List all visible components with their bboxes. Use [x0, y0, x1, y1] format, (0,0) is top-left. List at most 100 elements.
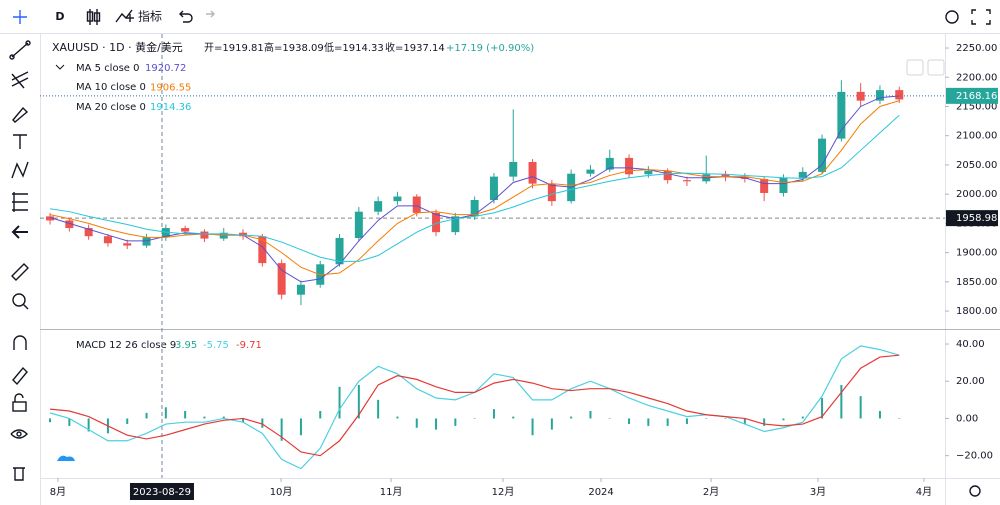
legend-name: MA 5 close 0	[76, 63, 140, 74]
macd-histogram	[647, 418, 650, 426]
x-tick-label: 2024	[588, 487, 613, 498]
price-label-bg	[946, 87, 998, 104]
candle-body	[663, 170, 672, 181]
candle-body	[258, 236, 267, 264]
candle-body	[219, 232, 228, 239]
chart-type-button[interactable]	[86, 9, 101, 25]
macd-histogram	[705, 418, 708, 419]
macd-histogram	[280, 418, 283, 441]
legend-value: -9.71	[236, 340, 262, 351]
y-tick-label: 2200.00	[956, 72, 997, 83]
candle-body	[798, 171, 807, 178]
candle-body	[46, 216, 55, 221]
fullscreen[interactable]	[971, 9, 991, 25]
legend-value: 1920.72	[145, 63, 186, 74]
macd-histogram	[164, 407, 167, 419]
pane-maximize[interactable]	[927, 59, 945, 76]
candle-body	[895, 90, 904, 100]
macd-histogram	[801, 416, 804, 419]
candle-body	[586, 169, 595, 174]
x-tick-label: 8月	[50, 486, 66, 498]
x-tick-label: 11月	[380, 486, 403, 498]
ohlc-close: 收=1937.14	[385, 41, 445, 54]
y-tick-label: 1800.00	[956, 306, 997, 317]
macd-histogram	[550, 418, 553, 430]
candle-body	[605, 157, 614, 170]
candle-body	[489, 176, 498, 200]
indicators-button[interactable]: 指标	[115, 9, 162, 24]
candle-body	[432, 212, 441, 233]
macd-histogram	[628, 418, 631, 425]
crosshair-label-bg	[129, 483, 194, 500]
y-tick-label: −20.00	[956, 451, 993, 462]
candle-body	[451, 216, 460, 233]
candle-body	[123, 243, 132, 246]
pane-down[interactable]	[906, 59, 924, 76]
candle-body	[239, 232, 248, 237]
candle-body	[412, 196, 421, 213]
indicators-label[interactable]: 指标	[138, 9, 162, 24]
macd-histogram	[898, 418, 901, 419]
macd-histogram	[49, 418, 52, 423]
logo	[57, 455, 75, 461]
candle-body	[470, 199, 479, 217]
candle-body	[625, 157, 634, 175]
macd-histogram	[821, 397, 824, 419]
candle-body	[837, 91, 846, 139]
y-tick-label: 2100.00	[956, 131, 997, 142]
candle-body	[856, 91, 865, 101]
macd-histogram	[859, 396, 862, 419]
macd-histogram	[319, 411, 322, 419]
macd-histogram	[878, 411, 881, 419]
settings[interactable]	[945, 10, 959, 24]
candle-body	[296, 284, 305, 295]
candle-body	[161, 228, 170, 238]
candle-body	[818, 138, 827, 172]
macd-histogram	[840, 384, 843, 419]
y-tick-label: 1900.00	[956, 248, 997, 259]
legend-name: MACD 12 26 close 9	[76, 340, 176, 351]
macd-histogram	[68, 418, 71, 426]
macd-histogram	[589, 411, 592, 419]
candle-body	[779, 177, 788, 193]
candle-body	[84, 228, 93, 237]
redo[interactable]	[206, 10, 215, 18]
macd-histogram	[299, 418, 302, 436]
axis-settings[interactable]	[969, 485, 981, 497]
macd-histogram	[435, 418, 438, 430]
macd-histogram	[396, 416, 399, 419]
macd-histogram	[415, 418, 418, 428]
macd-histogram	[338, 386, 341, 419]
interval[interactable]: D	[55, 10, 64, 23]
candle-body	[354, 211, 363, 238]
macd-histogram	[377, 399, 380, 419]
macd-histogram	[512, 416, 515, 419]
x-tick-label: 12月	[492, 486, 515, 498]
crosshair-label: 2023-08-29	[133, 487, 191, 498]
drawing-tools[interactable]	[9, 10, 31, 481]
macd-histogram	[782, 418, 785, 421]
macd-histogram	[685, 418, 688, 425]
y-tick-label: 1850.00	[956, 277, 997, 288]
candle-body	[509, 162, 518, 177]
candle-body	[875, 90, 884, 101]
macd-histogram	[743, 418, 746, 425]
macd-histogram	[608, 418, 611, 419]
macd-histogram	[87, 418, 90, 432]
x-tick-label: 2月	[703, 486, 719, 498]
candle-body	[721, 174, 730, 177]
candle-body	[103, 236, 112, 244]
candle-body	[181, 228, 190, 232]
macd-histogram	[531, 418, 534, 436]
macd-histogram	[357, 384, 360, 419]
legend-collapse[interactable]	[55, 64, 65, 70]
ohlc-low: 低=1914.33	[324, 41, 384, 54]
y-tick-label: 2000.00	[956, 189, 997, 200]
price-label: 1958.98	[956, 213, 997, 224]
candle-body	[644, 170, 653, 175]
undo[interactable]	[179, 10, 193, 23]
legend-value: 1906.55	[150, 83, 191, 94]
y-tick-label: 0.00	[956, 413, 978, 424]
ma-line	[49, 100, 900, 276]
